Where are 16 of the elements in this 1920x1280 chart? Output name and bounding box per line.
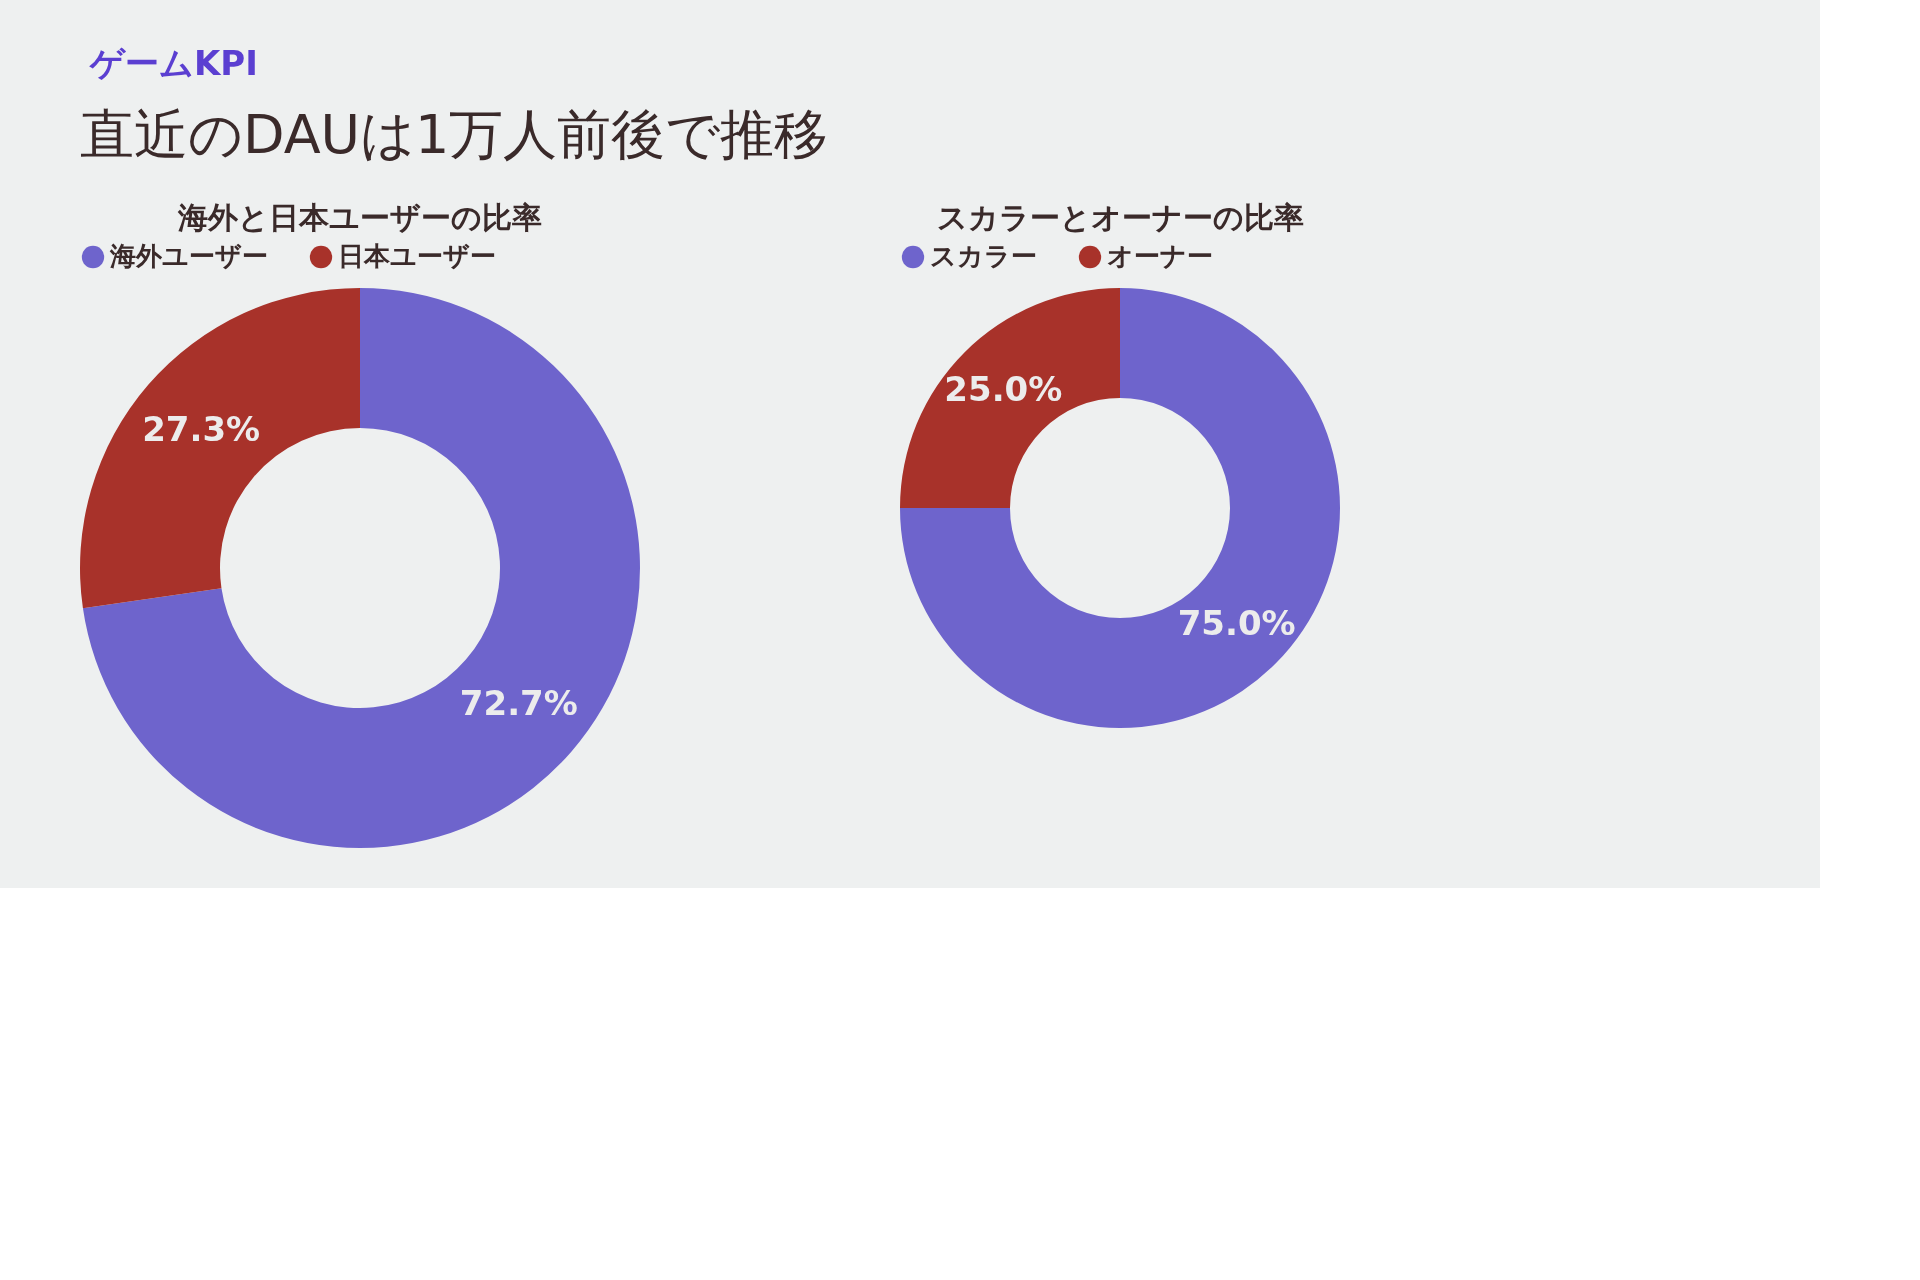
donut-slice <box>82 288 640 848</box>
text: 直近のDAUは1万人前後で推移 <box>80 103 829 166</box>
legend-label: スカラー <box>930 241 1037 271</box>
donut-slice <box>80 288 360 609</box>
data-label: 72.7% <box>459 683 578 724</box>
data-label: 75.0% <box>1177 602 1296 643</box>
text: ゲームKPI <box>89 43 258 83</box>
donut-slice <box>900 288 1340 728</box>
chart-title: スカラーとオーナーの比率 <box>936 200 1304 235</box>
legend-label: 日本ユーザー <box>338 241 496 271</box>
chart-title: 海外と日本ユーザーの比率 <box>177 200 542 235</box>
donut-slice <box>900 288 1120 508</box>
legend-label: オーナー <box>1107 241 1213 271</box>
legend-label: 海外ユーザー <box>109 241 268 271</box>
data-label: 25.0% <box>944 369 1063 410</box>
data-label: 27.3% <box>142 408 261 449</box>
